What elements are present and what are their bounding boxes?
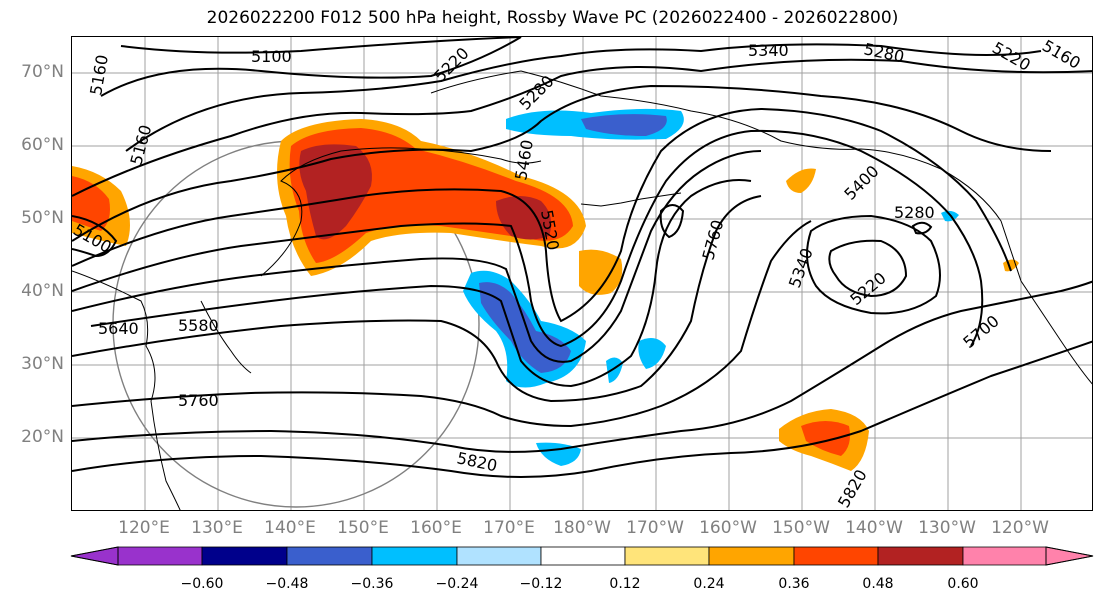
contour-label: 5160 xyxy=(86,53,112,96)
contour-label: 5280 xyxy=(862,39,906,66)
colorbar-tick: 0.12 xyxy=(609,576,641,592)
lat-label-20n: 20°N xyxy=(21,427,64,447)
lon-label-160e: 160°E xyxy=(410,518,462,538)
contour-label: 5100 xyxy=(251,47,292,66)
contour-label: 5820 xyxy=(455,448,499,475)
colorbar-segment xyxy=(70,546,203,566)
contour-label: 5820 xyxy=(834,466,871,511)
lat-label-40n: 40°N xyxy=(21,281,64,301)
colorbar-tick: 0.48 xyxy=(862,576,894,592)
lon-label-140e: 140°E xyxy=(264,518,316,538)
lon-label-120e: 120°E xyxy=(118,518,170,538)
contour-label: 5220 xyxy=(846,268,889,309)
lon-label-150w: 150°W xyxy=(772,518,830,538)
lat-label-50n: 50°N xyxy=(21,208,64,228)
colorbar-tick: −0.48 xyxy=(265,576,309,592)
lon-label-130w: 130°W xyxy=(918,518,976,538)
map-canvas: 5100 5160 5160 5220 5280 5340 5280 5220 … xyxy=(72,37,1092,511)
lon-label-170w: 170°W xyxy=(626,518,684,538)
colorbar-tick: 0.36 xyxy=(778,576,810,592)
height-contours xyxy=(72,37,1092,478)
colorbar-segment xyxy=(793,546,879,566)
colorbar-segment xyxy=(877,546,964,566)
lon-label-130e: 130°E xyxy=(191,518,243,538)
contour-label: 5280 xyxy=(515,72,557,114)
contour-label: 5460 xyxy=(511,138,537,181)
coastlines xyxy=(72,70,1092,510)
lon-label-170e: 170°E xyxy=(483,518,535,538)
colorbar-segment xyxy=(708,546,795,566)
colorbar-segment xyxy=(540,546,626,566)
colorbar-extend-left xyxy=(70,546,119,566)
contour-labels: 5100 5160 5160 5220 5280 5340 5280 5220 … xyxy=(72,37,1084,511)
lon-label-180w: 180°W xyxy=(553,518,611,538)
lat-label-70n: 70°N xyxy=(21,62,64,82)
lat-label-60n: 60°N xyxy=(21,135,64,155)
contour-label: 5340 xyxy=(785,246,817,291)
colorbar xyxy=(70,546,1094,566)
colorbar-segment xyxy=(456,546,542,566)
colorbar-segment xyxy=(286,546,373,566)
contour-label: 5640 xyxy=(98,319,139,338)
lon-label-160w: 160°W xyxy=(699,518,757,538)
colorbar-segment xyxy=(201,546,288,566)
colorbar-tick: −0.60 xyxy=(180,576,224,592)
lon-label-120w: 120°W xyxy=(991,518,1049,538)
colorbar-tick: −0.36 xyxy=(350,576,394,592)
colorbar-tick: −0.12 xyxy=(519,576,563,592)
map-panel: 5100 5160 5160 5220 5280 5340 5280 5220 … xyxy=(71,36,1093,511)
colorbar-extend-right xyxy=(1045,546,1094,566)
lon-label-150e: 150°E xyxy=(337,518,389,538)
contour-label: 5580 xyxy=(178,316,219,335)
contour-label: 5220 xyxy=(989,38,1034,75)
colorbar-segments xyxy=(70,546,1094,566)
colorbar-segment xyxy=(371,546,458,566)
contour-label: 5400 xyxy=(840,162,882,204)
contour-label: 5160 xyxy=(127,123,156,167)
colorbar-tick: −0.24 xyxy=(435,576,479,592)
contour-label: 5760 xyxy=(699,218,728,262)
lon-label-140w: 140°W xyxy=(845,518,903,538)
negative-anomaly-areas xyxy=(463,108,959,466)
contour-label: 5160 xyxy=(1039,37,1084,73)
contour-label: 5340 xyxy=(748,41,789,60)
colorbar-tick: 0.60 xyxy=(947,576,979,592)
map-title: 2026022200 F012 500 hPa height, Rossby W… xyxy=(206,8,899,28)
colorbar-segment xyxy=(624,546,710,566)
lat-label-30n: 30°N xyxy=(21,354,64,374)
colorbar-segment xyxy=(962,546,1094,566)
colorbar-tick: 0.24 xyxy=(693,576,725,592)
contour-label: 5280 xyxy=(894,203,935,222)
contour-label: 5760 xyxy=(178,391,219,410)
